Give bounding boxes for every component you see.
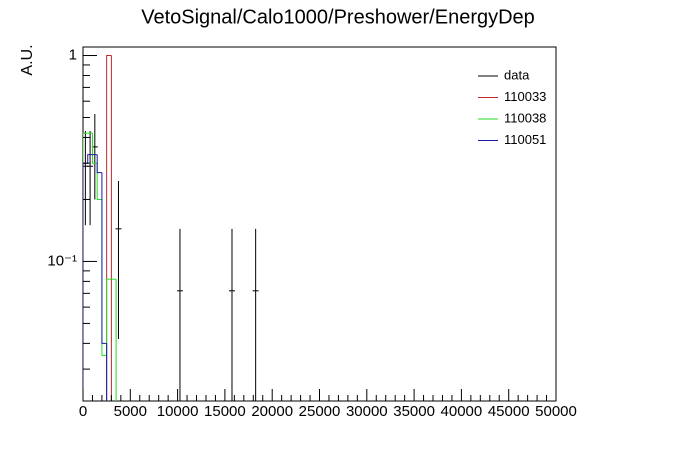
histogram-step bbox=[106, 278, 112, 356]
x-tick-label: 25000 bbox=[299, 403, 341, 420]
x-tick-label: 50000 bbox=[535, 403, 577, 420]
legend-label: 110038 bbox=[504, 110, 546, 125]
x-tick-label: 35000 bbox=[393, 403, 435, 420]
y-axis-label: A.U. bbox=[19, 44, 36, 75]
histogram-step bbox=[83, 132, 88, 401]
legend-label: data bbox=[504, 67, 530, 82]
x-tick-label: 45000 bbox=[488, 403, 530, 420]
x-tick-label: 10000 bbox=[157, 403, 199, 420]
legend-label: 110033 bbox=[504, 89, 546, 104]
histogram-step bbox=[106, 343, 108, 401]
x-tick-label: 40000 bbox=[441, 403, 483, 420]
y-tick-label: 1 bbox=[69, 46, 77, 63]
histogram-step bbox=[96, 163, 102, 200]
histogram-step bbox=[96, 154, 102, 174]
x-tick-label: 0 bbox=[79, 403, 87, 420]
histogram-step bbox=[91, 133, 98, 164]
x-tick-label: 30000 bbox=[346, 403, 388, 420]
x-tick-label: 15000 bbox=[204, 403, 246, 420]
histogram-step bbox=[87, 154, 93, 164]
chart-title: VetoSignal/Calo1000/Preshower/EnergyDep bbox=[141, 6, 535, 28]
y-tick-label: 10⁻¹ bbox=[47, 252, 77, 269]
histogram-step bbox=[115, 279, 117, 401]
histogram-step bbox=[101, 172, 107, 344]
x-tick-label: 20000 bbox=[251, 403, 293, 420]
histogram-step bbox=[110, 55, 112, 401]
x-tick-label: 5000 bbox=[114, 403, 147, 420]
legend-label: 110051 bbox=[504, 132, 546, 147]
